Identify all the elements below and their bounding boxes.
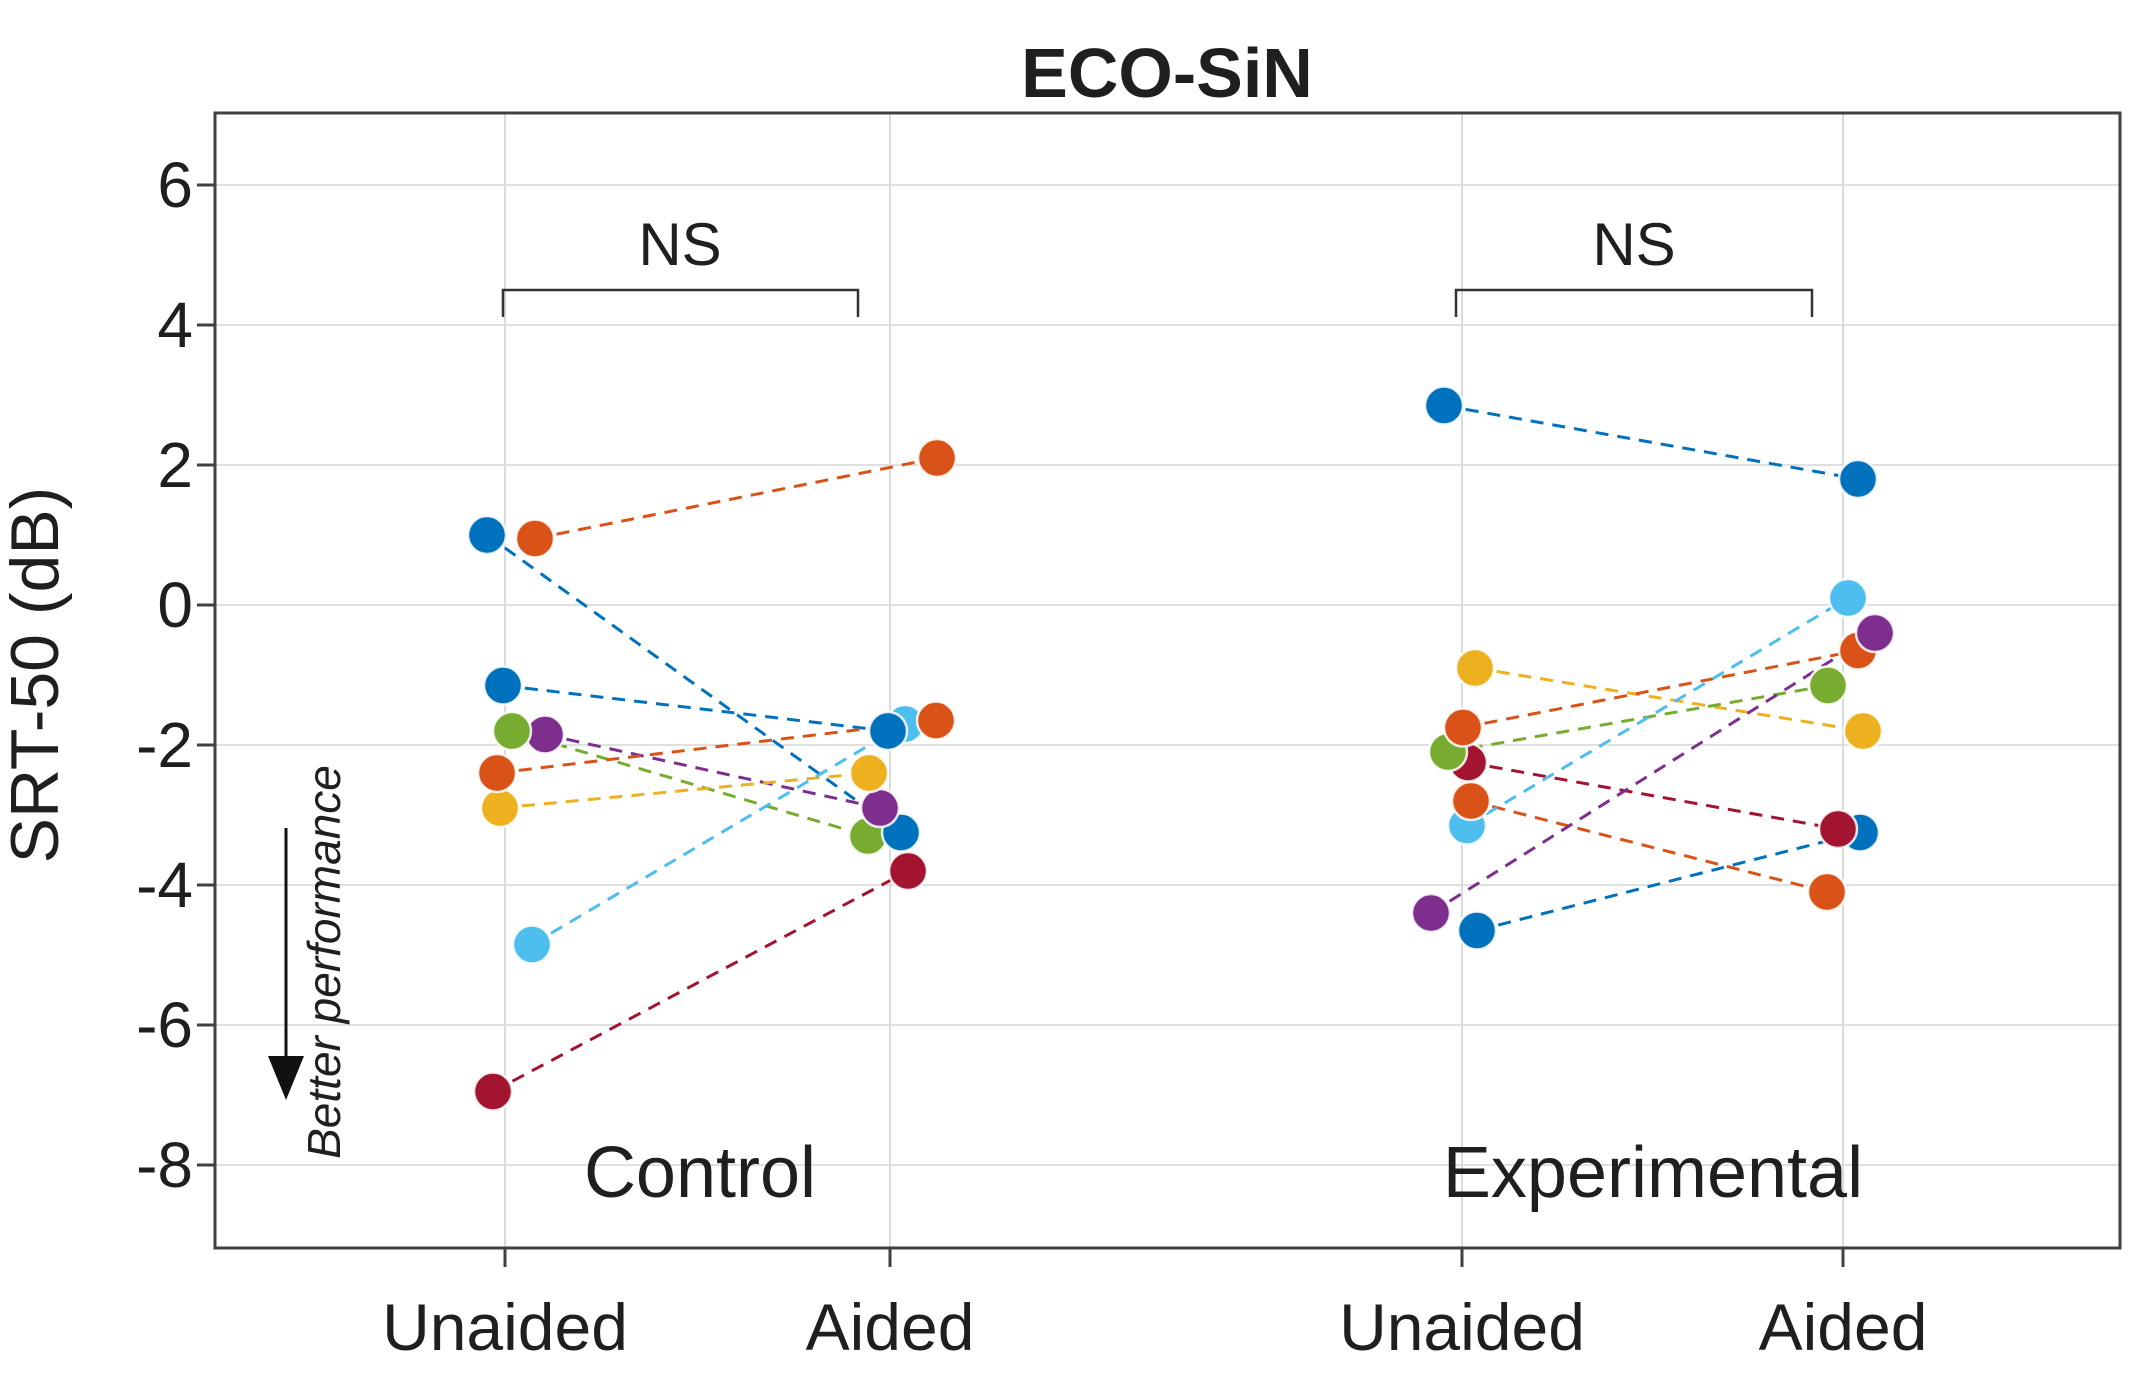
chart-title: ECO-SiN xyxy=(1021,34,1313,112)
subject-marker-aided xyxy=(1837,458,1879,500)
better-performance-arrow-head xyxy=(268,1056,304,1100)
better-performance-label: Better performance xyxy=(298,765,350,1159)
y-tick-label: -4 xyxy=(136,849,193,921)
subject-marker-aided xyxy=(916,437,958,479)
subject-line xyxy=(1466,596,1849,827)
y-tick-label: -6 xyxy=(136,989,193,1061)
subject-marker-aided xyxy=(1817,808,1859,850)
subject-marker-unaided xyxy=(1442,707,1484,748)
subject-line xyxy=(499,771,870,810)
subject-marker-aided xyxy=(1807,665,1849,706)
subject-marker-unaided xyxy=(1450,780,1492,822)
plot-frame xyxy=(213,111,2122,1250)
subject-marker-aided xyxy=(1806,871,1848,913)
subject-line xyxy=(1430,631,1876,915)
subject-marker-unaided xyxy=(479,787,521,829)
subject-line xyxy=(486,533,902,834)
y-tick-label: -8 xyxy=(136,1129,193,1201)
x-tick-label-aided-experimental: Aided xyxy=(1759,1290,1928,1364)
x-tick-label-unaided-control: Unaided xyxy=(382,1290,628,1364)
subject-marker-aided xyxy=(867,710,909,752)
y-tick-label: 6 xyxy=(157,149,193,221)
ns-label-control: NS xyxy=(638,211,721,278)
subject-marker-unaided xyxy=(1423,385,1465,426)
y-tick-label: 2 xyxy=(157,429,193,501)
subject-marker-unaided xyxy=(472,1071,514,1112)
subject-line xyxy=(534,456,938,540)
subject-marker-aided xyxy=(1854,612,1896,654)
subject-marker-unaided xyxy=(476,752,518,794)
y-tick-label: -2 xyxy=(136,709,193,781)
y-tick-label: 4 xyxy=(157,289,193,361)
subject-line xyxy=(531,722,906,946)
subject-marker-unaided xyxy=(511,924,553,965)
subject-marker-aided xyxy=(1827,577,1869,619)
chart-graphics: 6 4 2 0 -2 -4 -6 -8 xyxy=(136,111,2122,1267)
subject-marker-unaided xyxy=(491,710,533,752)
subject-line xyxy=(492,869,909,1093)
subject-line xyxy=(1467,761,1839,831)
subject-line xyxy=(1443,404,1859,481)
group-label-experimental: Experimental xyxy=(1443,1133,1863,1213)
subject-marker-aided xyxy=(859,787,901,829)
y-tick-label: 0 xyxy=(157,569,193,641)
subject-line xyxy=(511,729,869,838)
subject-marker-unaided xyxy=(514,518,556,559)
subject-line xyxy=(1462,649,1859,729)
subject-marker-unaided xyxy=(466,514,508,556)
subject-marker-unaided xyxy=(1410,892,1452,934)
subject-marker-aided xyxy=(915,700,957,741)
ns-label-experimental: NS xyxy=(1592,211,1675,278)
subject-marker-aided xyxy=(1842,710,1884,752)
subject-line xyxy=(1470,799,1828,894)
x-tick-label-aided-control: Aided xyxy=(806,1290,975,1364)
ns-bracket xyxy=(501,288,860,317)
subject-marker-unaided xyxy=(1454,647,1496,689)
subject-marker-aided xyxy=(887,850,929,892)
subject-marker-unaided xyxy=(482,665,524,706)
x-tick-label-unaided-experimental: Unaided xyxy=(1339,1290,1585,1364)
subject-line xyxy=(496,719,937,775)
subject-marker-unaided xyxy=(1456,910,1498,951)
y-axis-label: SRT-50 (dB) xyxy=(0,487,73,864)
group-label-control: Control xyxy=(584,1133,816,1213)
ns-bracket xyxy=(1454,288,1814,317)
subject-marker-aided xyxy=(848,752,890,794)
